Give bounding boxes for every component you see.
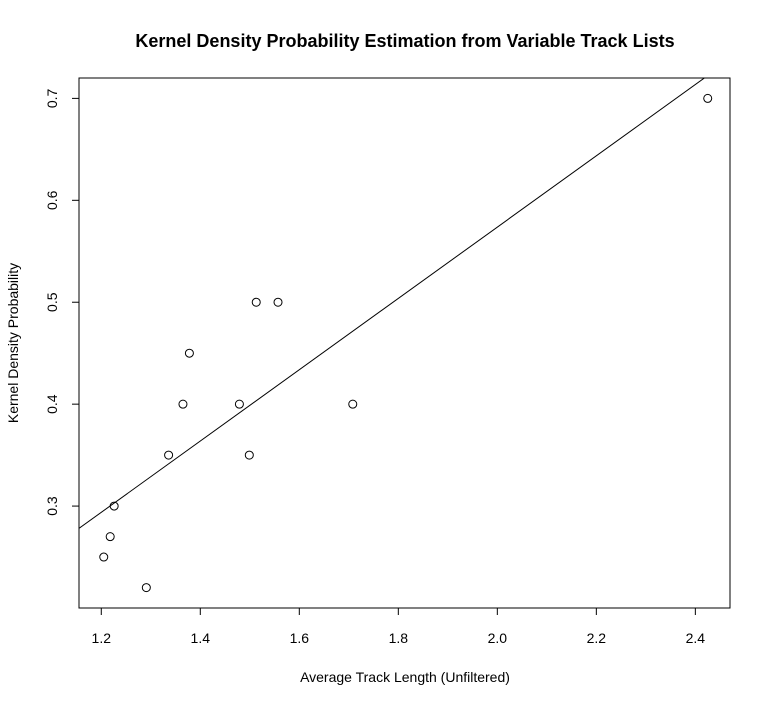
- y-axis-label: Kernel Density Probability: [5, 263, 21, 423]
- data-point: [178, 399, 188, 409]
- plot-area: [79, 78, 713, 593]
- plot-frame: [78, 77, 731, 609]
- y-tick-label: 0.7: [44, 88, 60, 108]
- x-tick-label: 1.8: [389, 630, 409, 646]
- data-point: [273, 297, 283, 307]
- data-point: [141, 583, 151, 593]
- y-tick-label: 0.6: [44, 190, 60, 210]
- y-tick-label: 0.5: [44, 292, 60, 312]
- x-axis-label: Average Track Length (Unfiltered): [300, 669, 510, 685]
- x-tick-label: 1.4: [191, 630, 211, 646]
- y-axis: 0.3 0.4 0.5 0.6 0.7: [44, 88, 80, 516]
- x-tick-label: 1.6: [290, 630, 310, 646]
- chart-title: Kernel Density Probability Estimation fr…: [135, 31, 674, 51]
- data-points: [99, 93, 713, 593]
- x-tick-label: 2.0: [488, 630, 508, 646]
- y-tick-label: 0.4: [44, 394, 60, 414]
- x-axis: 1.2 1.4 1.6 1.8 2.0 2.2 2.4: [92, 607, 706, 646]
- x-tick-label: 2.4: [686, 630, 706, 646]
- data-point: [703, 93, 713, 103]
- x-tick-label: 2.2: [587, 630, 607, 646]
- x-tick-label: 1.2: [92, 630, 112, 646]
- data-point: [234, 399, 244, 409]
- data-point: [244, 450, 254, 460]
- y-tick-label: 0.3: [44, 496, 60, 516]
- data-point: [164, 450, 174, 460]
- data-point: [105, 532, 115, 542]
- data-point: [348, 399, 358, 409]
- data-point: [184, 348, 194, 358]
- regression-line: [79, 78, 706, 529]
- data-point: [251, 297, 261, 307]
- data-point: [99, 552, 109, 562]
- data-point: [109, 501, 119, 511]
